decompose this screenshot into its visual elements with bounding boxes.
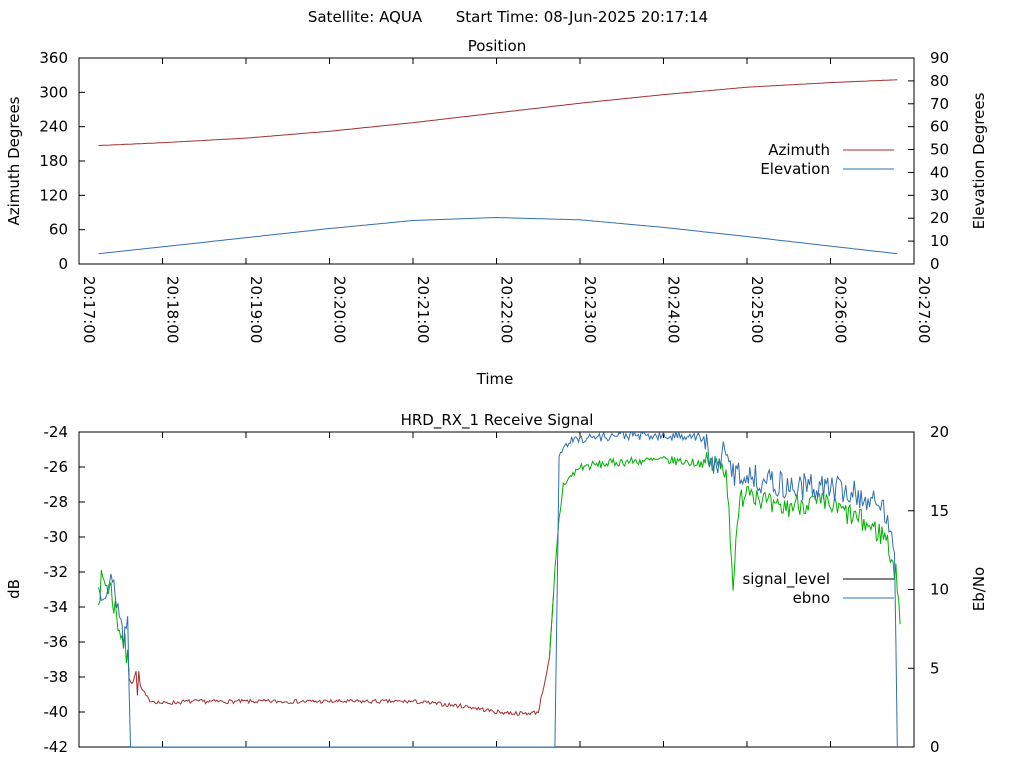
position-legend-label: Azimuth: [768, 141, 830, 159]
position-x-tick-label: 20:21:00: [414, 276, 432, 343]
position-x-tick-label: 20:17:00: [80, 276, 98, 343]
position-y-tick-label: 0: [58, 255, 68, 273]
signal-legend-label: signal_level: [742, 570, 830, 589]
series-azimuth-line: [98, 79, 898, 147]
position-y2-tick-label: 30: [930, 186, 949, 204]
position-y-ticks: 0 60 120 180 240 300 360: [39, 49, 85, 273]
signal-y-tick-label: -30: [44, 528, 69, 546]
position-y2-ticks: 0 10 20 30 40 50 60 70 80 90: [908, 49, 949, 273]
signal-y2-ticks: 0 5 10 15 20: [908, 423, 949, 756]
series-signal-level-line: [127, 592, 555, 716]
position-ylabel: Azimuth Degrees: [5, 96, 23, 225]
position-y2-tick-label: 80: [930, 72, 949, 90]
signal-y2-tick-label: 5: [930, 659, 940, 677]
signal-title: HRD_RX_1 Receive Signal: [401, 411, 594, 430]
signal-y-tick-label: -38: [44, 668, 69, 686]
signal-legend-label: ebno: [793, 589, 830, 607]
signal-y-tick-label: -34: [44, 598, 69, 616]
signal-ylabel: dB: [5, 579, 23, 599]
position-x-tick-label: 20:22:00: [498, 276, 516, 343]
position-x-ticks: 20:17:00 20:18:00 20:19:00 20:20:00 20:21:00…: [78, 58, 933, 343]
position-x-tick-label: 20:27:00: [915, 276, 933, 343]
signal-y-ticks: -42 -40 -38 -36 -34 -32 -30 -28 -26 -24: [44, 423, 85, 756]
header-satellite: Satellite: AQUA: [308, 8, 423, 26]
signal-y2label: Eb/No: [970, 567, 988, 611]
position-y-tick-label: 300: [39, 83, 68, 101]
position-x-tick-label: 20:26:00: [832, 276, 850, 343]
position-x-tick-label: 20:24:00: [665, 276, 683, 343]
position-y2-tick-label: 90: [930, 49, 949, 67]
signal-chart: HRD_RX_1 Receive Signal dB Eb/No -42-40-…: [5, 411, 988, 756]
position-y2-tick-label: 10: [930, 232, 949, 250]
signal-y-tick-label: -26: [44, 458, 69, 476]
position-y-tick-label: 360: [39, 49, 68, 67]
signal-y-tick-label: -28: [44, 493, 69, 511]
signal-series-clip: [98, 432, 901, 747]
signal-x-ticks: [78, 432, 915, 747]
signal-y-tick-label: -24: [44, 423, 69, 441]
position-chart: Position Time Azimuth Degrees Elevation …: [5, 37, 988, 388]
position-xlabel: Time: [476, 370, 514, 388]
position-x-tick-label: 20:20:00: [331, 276, 349, 343]
signal-y-tick-label: -32: [44, 563, 69, 581]
position-y-tick-label: 240: [39, 118, 68, 136]
position-y2-tick-label: 40: [930, 163, 949, 181]
position-y-tick-label: 120: [39, 186, 68, 204]
position-y2-tick-label: 20: [930, 209, 949, 227]
position-y2-tick-label: 70: [930, 95, 949, 113]
position-y2-tick-label: 60: [930, 118, 949, 136]
signal-y2-tick-label: 10: [930, 581, 949, 599]
position-x-tick-label: 20:25:00: [748, 276, 766, 343]
signal-y2-tick-label: 20: [930, 423, 949, 441]
signal-y2-tick-label: 0: [930, 738, 940, 756]
position-x-tick-label: 20:19:00: [247, 276, 265, 343]
position-y-tick-label: 60: [49, 221, 68, 239]
position-title: Position: [468, 37, 526, 55]
header-start-time: Start Time: 08-Jun-2025 20:17:14: [456, 8, 708, 26]
signal-y-tick-label: -42: [44, 738, 69, 756]
position-series: [98, 79, 898, 255]
signal-y2-tick-label: 15: [930, 502, 949, 520]
position-legend-label: Elevation: [760, 160, 830, 178]
position-y2-tick-label: 50: [930, 141, 949, 159]
position-x-tick-label: 20:23:00: [581, 276, 599, 343]
series-ebno-line: [98, 432, 898, 747]
series-elevation-line: [98, 216, 898, 255]
position-y2label: Elevation Degrees: [970, 92, 988, 229]
position-y2-tick-label: 0: [930, 255, 940, 273]
position-y-tick-label: 180: [39, 152, 68, 170]
position-x-tick-label: 20:18:00: [164, 276, 182, 343]
signal-y-tick-label: -40: [44, 703, 69, 721]
signal-y-tick-label: -36: [44, 633, 69, 651]
signal-series: [98, 432, 901, 747]
